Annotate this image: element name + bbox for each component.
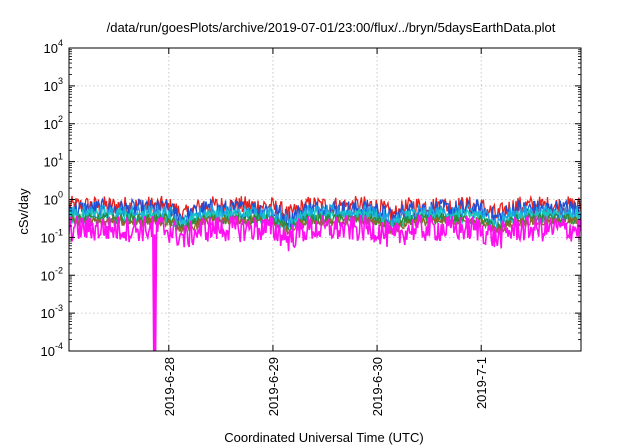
y-axis-label: cSv/day: [16, 188, 31, 235]
y-tick-label: 10-1: [41, 227, 63, 245]
y-tick-label: 10-4: [41, 341, 63, 359]
x-tick-label: 2019-6-28: [162, 357, 177, 416]
y-tick-label: 103: [44, 76, 63, 94]
y-tick-label-exponent: -4: [55, 341, 63, 351]
y-tick-label: 102: [44, 114, 63, 132]
y-tick-label-exponent: 0: [58, 190, 63, 200]
y-tick-label-exponent: 2: [58, 114, 63, 124]
plot-area: [69, 194, 581, 351]
y-tick-label-exponent: -2: [55, 265, 63, 275]
y-tick-label: 104: [44, 38, 63, 56]
grid: [69, 48, 581, 351]
axes: 10-410-310-210-11001011021031042019-6-28…: [41, 38, 581, 416]
y-tick-label-exponent: -1: [55, 227, 63, 237]
y-tick-label-exponent: 3: [58, 76, 63, 86]
chart-title: /data/run/goesPlots/archive/2019-07-01/2…: [107, 20, 556, 35]
y-tick-label: 10-2: [41, 265, 63, 283]
x-axis-label: Coordinated Universal Time (UTC): [224, 430, 423, 445]
y-tick-label: 100: [44, 190, 63, 208]
series-line: [69, 202, 581, 230]
x-tick-label: 2019-6-30: [370, 357, 385, 416]
dropout-bar: [153, 234, 156, 351]
x-tick-label: 2019-7-1: [474, 357, 489, 409]
y-tick-label-exponent: 4: [58, 38, 63, 48]
x-tick-label: 2019-6-29: [266, 357, 281, 416]
series-line: [69, 213, 581, 351]
series-group: [69, 194, 581, 351]
y-tick-label-exponent: -3: [55, 303, 63, 313]
y-tick-label: 10-3: [41, 303, 63, 321]
y-tick-label-exponent: 1: [58, 152, 63, 162]
y-tick-label: 101: [44, 152, 63, 170]
